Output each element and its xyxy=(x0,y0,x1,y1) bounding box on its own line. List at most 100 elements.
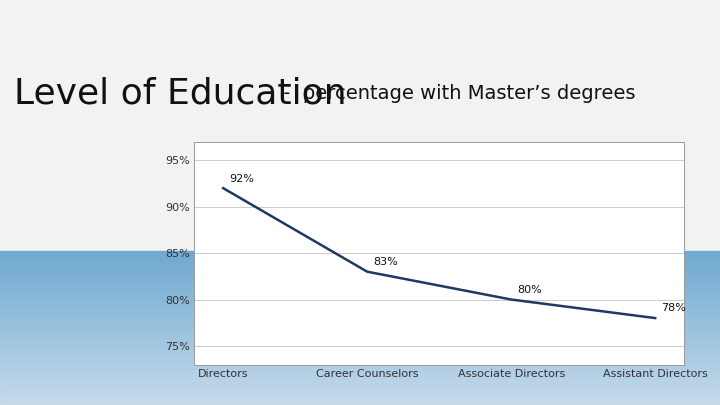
Bar xyxy=(0,257,720,258)
Bar xyxy=(0,325,720,326)
Bar xyxy=(0,276,720,277)
Bar xyxy=(0,380,720,381)
Text: 80%: 80% xyxy=(517,285,541,295)
Bar xyxy=(0,382,720,383)
Bar xyxy=(0,262,720,263)
Text: 78%: 78% xyxy=(661,303,686,313)
Bar xyxy=(0,314,720,315)
Bar xyxy=(0,341,720,342)
Bar xyxy=(0,279,720,280)
Bar xyxy=(0,304,720,305)
Bar xyxy=(0,397,720,398)
Bar xyxy=(0,369,720,370)
Bar xyxy=(0,301,720,302)
Bar xyxy=(0,385,720,386)
Bar xyxy=(0,371,720,372)
Bar xyxy=(0,355,720,356)
Bar xyxy=(0,271,720,272)
Bar xyxy=(0,400,720,401)
Bar xyxy=(0,339,720,340)
Text: Level of Education: Level of Education xyxy=(14,76,347,110)
Bar xyxy=(0,313,720,314)
Bar xyxy=(0,324,720,325)
Bar xyxy=(0,270,720,271)
Bar xyxy=(0,292,720,293)
Bar xyxy=(0,321,720,322)
Bar xyxy=(0,359,720,360)
Bar xyxy=(0,263,720,264)
Bar xyxy=(0,265,720,266)
Bar xyxy=(0,383,720,384)
Bar xyxy=(0,298,720,299)
Bar xyxy=(0,373,720,374)
Bar xyxy=(0,312,720,313)
Bar xyxy=(0,315,720,316)
Bar xyxy=(0,352,720,353)
Bar xyxy=(0,347,720,348)
Bar xyxy=(0,363,720,364)
Bar xyxy=(0,335,720,336)
Bar xyxy=(0,277,720,278)
Bar xyxy=(0,330,720,331)
Bar xyxy=(0,391,720,392)
Bar xyxy=(0,289,720,290)
Bar xyxy=(0,402,720,403)
Bar xyxy=(0,266,720,267)
Bar xyxy=(0,372,720,373)
Bar xyxy=(0,403,720,404)
Bar xyxy=(0,281,720,282)
Bar xyxy=(0,345,720,346)
Bar xyxy=(0,393,720,394)
Bar xyxy=(0,401,720,402)
Bar xyxy=(0,327,720,328)
Bar xyxy=(0,358,720,359)
Bar xyxy=(0,278,720,279)
Bar xyxy=(0,300,720,301)
Bar xyxy=(0,366,720,367)
Bar xyxy=(0,273,720,274)
Bar xyxy=(0,326,720,327)
Bar xyxy=(0,299,720,300)
Bar xyxy=(0,350,720,351)
Bar xyxy=(0,261,720,262)
Bar xyxy=(0,272,720,273)
Bar xyxy=(0,264,720,265)
Bar xyxy=(0,320,720,321)
Bar xyxy=(0,254,720,255)
Bar xyxy=(0,343,720,344)
Bar xyxy=(0,375,720,376)
Bar xyxy=(0,285,720,286)
Bar xyxy=(0,368,720,369)
Bar xyxy=(0,336,720,337)
Bar xyxy=(0,303,720,304)
Bar xyxy=(0,294,720,295)
Bar xyxy=(0,396,720,397)
Bar xyxy=(0,268,720,269)
Bar xyxy=(0,280,720,281)
Bar xyxy=(0,374,720,375)
Bar xyxy=(0,284,720,285)
Bar xyxy=(0,395,720,396)
Bar xyxy=(0,319,720,320)
Bar xyxy=(0,362,720,363)
Bar xyxy=(0,316,720,317)
Bar xyxy=(0,269,720,270)
Text: 83%: 83% xyxy=(373,257,397,267)
Bar xyxy=(0,364,720,365)
Bar xyxy=(0,258,720,259)
Bar xyxy=(0,318,720,319)
Bar xyxy=(0,251,720,252)
Bar xyxy=(0,329,720,330)
Bar xyxy=(0,379,720,380)
Bar xyxy=(0,349,720,350)
Bar xyxy=(0,308,720,309)
Text: 92%: 92% xyxy=(229,173,254,183)
Bar xyxy=(0,307,720,308)
Bar xyxy=(0,338,720,339)
Bar xyxy=(0,323,720,324)
Bar xyxy=(0,388,720,389)
Bar xyxy=(0,334,720,335)
Bar xyxy=(0,310,720,311)
Bar xyxy=(0,344,720,345)
Bar xyxy=(0,399,720,400)
